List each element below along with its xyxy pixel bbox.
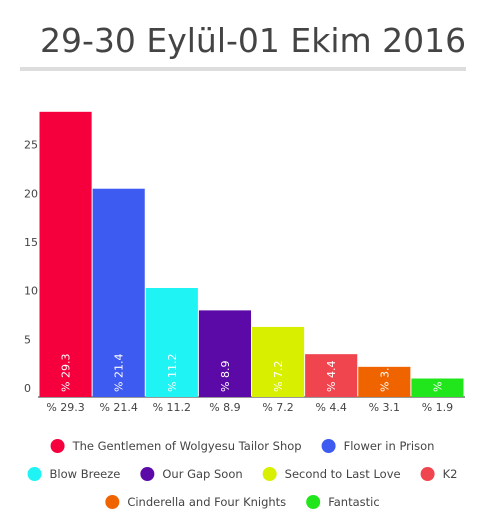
bar	[145, 287, 198, 397]
value-label: % 1.9	[431, 361, 444, 392]
y-tick-label: 0	[24, 382, 31, 395]
x-tick-label: % 8.9	[209, 401, 240, 414]
bar	[411, 378, 464, 397]
value-label: % 21.4	[113, 354, 126, 392]
chart-title: 29-30 Eylül-01 Ekim 2016	[40, 21, 466, 60]
title-divider	[20, 67, 466, 71]
legend-item: The Gentlemen of Wolgyesu Tailor Shop	[50, 439, 302, 453]
value-label: % 7.2	[272, 361, 285, 392]
value-label: % 29.3	[60, 354, 73, 392]
x-tick-label: % 3.1	[369, 401, 400, 414]
x-tick-label: % 7.2	[262, 401, 293, 414]
x-tick-label: % 11.2	[153, 401, 191, 414]
bar	[39, 111, 92, 398]
legend-marker	[105, 495, 120, 509]
legend-item: Our Gap Soon	[140, 467, 243, 481]
value-label: % 8.9	[219, 361, 232, 392]
legend-label: Cinderella and Four Knights	[127, 495, 286, 509]
legend-marker	[27, 467, 42, 481]
value-label: % 11.2	[166, 354, 179, 392]
legend-item: Flower in Prison	[321, 439, 435, 453]
y-tick-label: 10	[24, 285, 38, 298]
legend-marker	[306, 495, 321, 509]
x-tick-label: % 29.3	[46, 401, 84, 414]
legend-label: Our Gap Soon	[162, 467, 242, 481]
legend-marker	[50, 439, 65, 453]
value-label: % 3.1	[378, 361, 391, 392]
legend-label: Fantastic	[328, 495, 379, 509]
legend-label: Second to Last Love	[285, 467, 401, 481]
legend-marker	[140, 467, 155, 481]
legend-label: The Gentlemen of Wolgyesu Tailor Shop	[72, 439, 302, 453]
legend-marker	[420, 467, 435, 481]
y-tick-label: 20	[24, 187, 38, 200]
legend-item: Cinderella and Four Knights	[105, 495, 286, 509]
legend-label: Blow Breeze	[50, 467, 121, 481]
bar	[305, 354, 358, 397]
x-tick-label: % 1.9	[422, 401, 453, 414]
x-tick-label: % 4.4	[315, 401, 346, 414]
legend-item: Blow Breeze	[27, 467, 121, 481]
y-tick-label: 25	[24, 139, 38, 152]
legend-label: Flower in Prison	[344, 439, 435, 453]
legend-marker	[321, 439, 336, 453]
value-label: % 4.4	[325, 361, 338, 392]
legend-label: K2	[443, 467, 458, 481]
x-tick-label: % 21.4	[99, 401, 137, 414]
bar	[92, 188, 145, 397]
bar	[358, 366, 411, 397]
y-tick-label: 15	[24, 236, 38, 249]
y-tick-label: 5	[24, 333, 31, 346]
legend-item: Fantastic	[306, 495, 380, 509]
legend-item: Second to Last Love	[262, 467, 401, 481]
legend-marker	[262, 467, 277, 481]
bar	[198, 310, 251, 397]
bar	[252, 326, 305, 397]
legend-item: K2	[420, 467, 458, 481]
